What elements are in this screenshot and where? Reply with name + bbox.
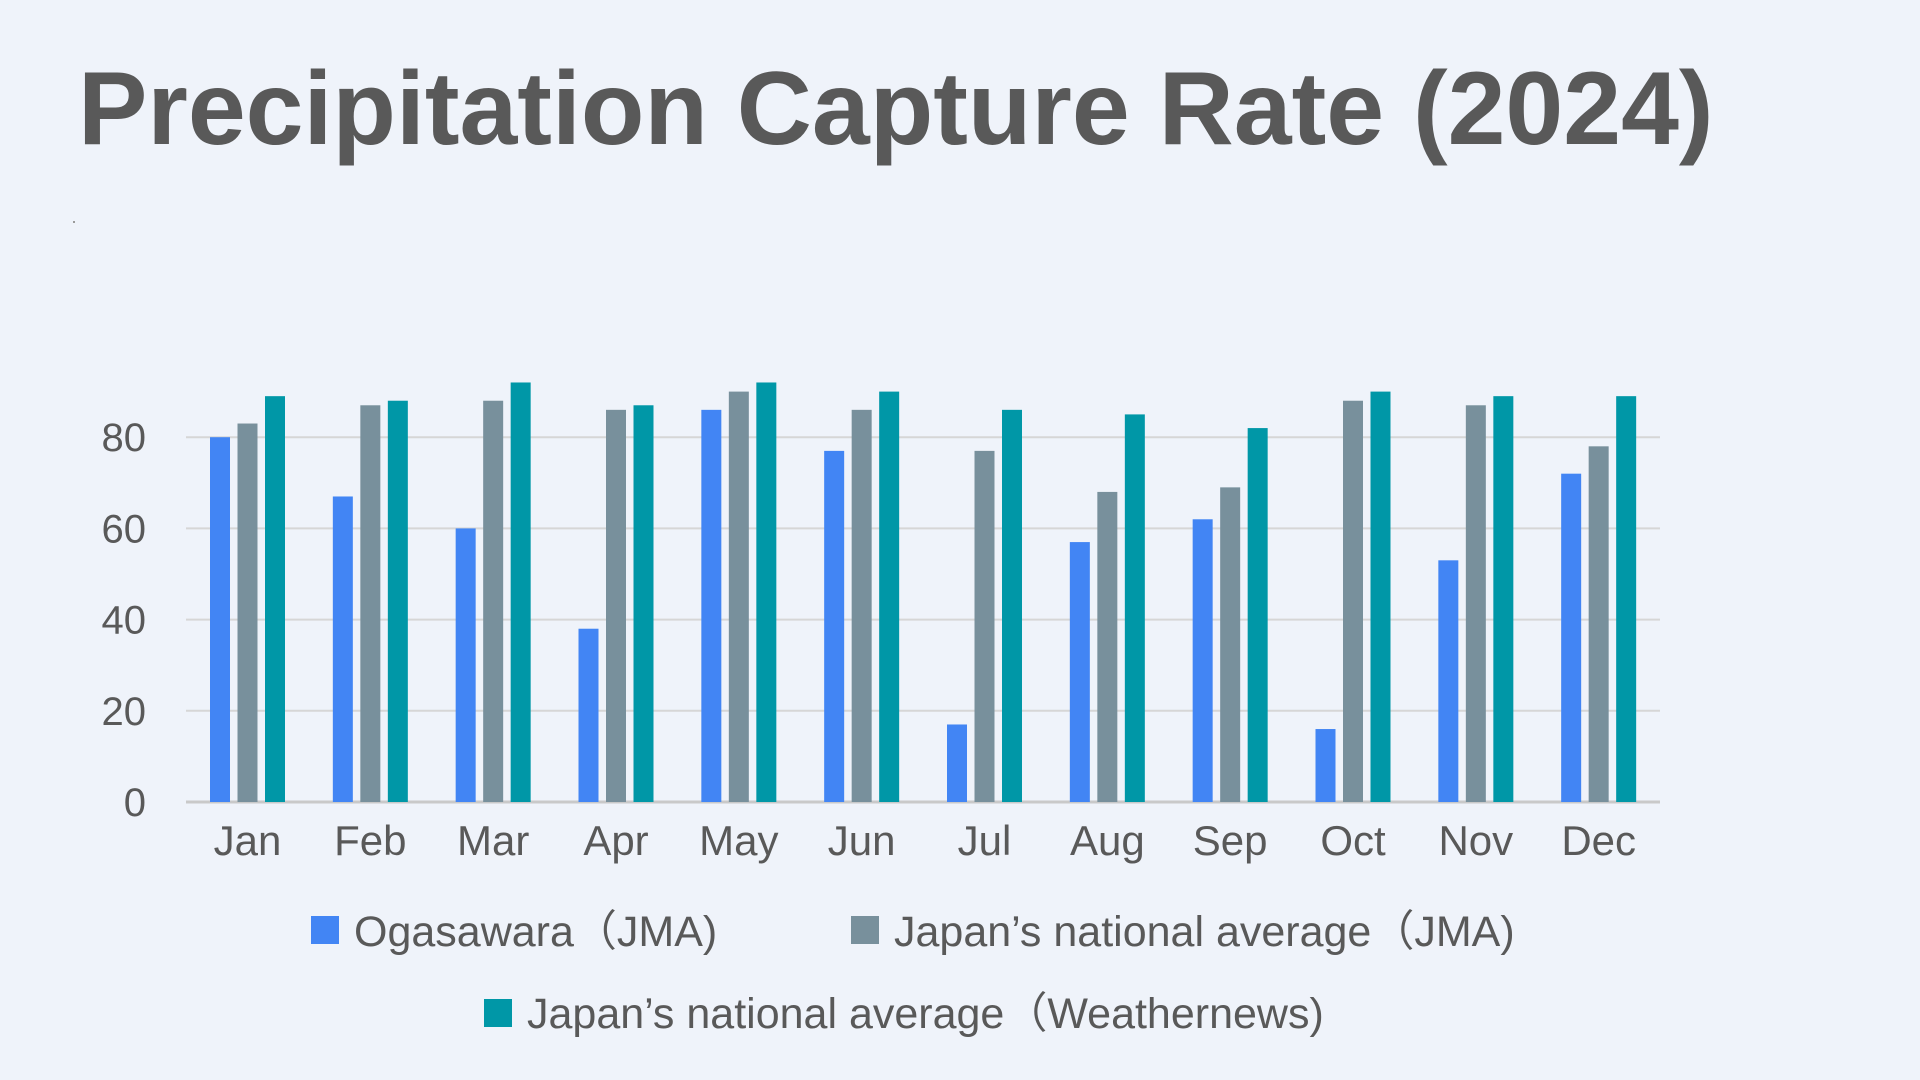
legend-swatch-2 <box>851 916 879 944</box>
bar-jun-series-1 <box>824 450 845 802</box>
bar-may-series-3 <box>756 382 777 802</box>
axes: 0 20 40 60 80 Jan Feb Mar Apr May Jun Jul Aug Sep Oct N… <box>102 416 1637 864</box>
bar-mar-series-2 <box>483 400 504 802</box>
bar-oct-series-1 <box>1315 729 1336 802</box>
y-tick-label: 60 <box>102 507 147 551</box>
stray-dot <box>73 221 75 223</box>
bar-jul-series-1 <box>947 724 967 802</box>
bar-dec-series-2 <box>1588 446 1609 802</box>
bar-sep-series-3 <box>1247 428 1268 802</box>
bar-mar-series-3 <box>510 382 531 802</box>
bar-may-series-1 <box>701 409 722 802</box>
bar-dec-series-3 <box>1616 396 1637 802</box>
grid-lines <box>186 436 1660 804</box>
bar-jul-series-2 <box>974 450 995 802</box>
x-tick-label: Apr <box>583 817 648 864</box>
bar-apr-series-3 <box>633 405 654 802</box>
bar-jun-series-3 <box>879 391 900 802</box>
x-tick-label: Oct <box>1320 817 1386 864</box>
bar-mar-series-1 <box>455 528 476 802</box>
x-tick-label: Feb <box>334 817 406 864</box>
bar-dec-series-1 <box>1561 473 1582 802</box>
bar-jun-series-2 <box>851 409 872 802</box>
legend-swatch-3 <box>484 999 512 1027</box>
bar-aug-series-1 <box>1069 542 1090 802</box>
bar-nov-series-3 <box>1493 396 1514 802</box>
bar-nov-series-1 <box>1438 560 1459 802</box>
y-tick-label: 20 <box>102 690 147 734</box>
bar-sep-series-2 <box>1220 487 1241 802</box>
x-tick-label: Jun <box>828 817 896 864</box>
bar-apr-series-2 <box>606 409 626 802</box>
bar-apr-series-1 <box>578 628 599 802</box>
x-tick-label: Aug <box>1070 817 1145 864</box>
legend-label-2: Japan’s national average（JMA) <box>894 908 1515 956</box>
y-tick-label: 40 <box>102 599 147 643</box>
bar-aug-series-2 <box>1097 491 1118 802</box>
x-tick-label: Mar <box>457 817 529 864</box>
y-tick-label: 80 <box>102 416 147 460</box>
bar-nov-series-2 <box>1465 405 1486 802</box>
bar-aug-series-3 <box>1124 414 1145 802</box>
bar-jan-series-1 <box>210 437 230 802</box>
legend-swatch-1 <box>311 916 339 944</box>
x-tick-label: May <box>699 817 778 864</box>
bar-feb-series-3 <box>387 400 408 802</box>
bar-sep-series-1 <box>1192 519 1213 802</box>
chart-title: Precipitation Capture Rate (2024) <box>78 51 1714 167</box>
x-tick-label: Jan <box>214 817 282 864</box>
bar-jan-series-3 <box>265 396 285 802</box>
bar-oct-series-3 <box>1370 391 1391 802</box>
bar-jan-series-2 <box>237 423 258 802</box>
x-tick-label: Jul <box>958 817 1012 864</box>
bar-may-series-2 <box>728 391 749 802</box>
bar-feb-series-2 <box>360 405 381 802</box>
x-tick-label: Sep <box>1193 817 1268 864</box>
legend-label-1: Ogasawara（JMA) <box>354 908 717 956</box>
x-tick-label: Dec <box>1561 817 1636 864</box>
bar-feb-series-1 <box>332 496 353 802</box>
bars <box>210 382 1637 802</box>
bar-oct-series-2 <box>1343 400 1363 802</box>
bar-jul-series-3 <box>1002 409 1022 802</box>
x-tick-label: Nov <box>1438 817 1513 864</box>
legend: Ogasawara（JMA) Japan’s national average（J… <box>311 908 1515 1038</box>
legend-label-3: Japan’s national average（Weathernews) <box>527 990 1324 1038</box>
y-tick-label: 0 <box>124 781 146 825</box>
